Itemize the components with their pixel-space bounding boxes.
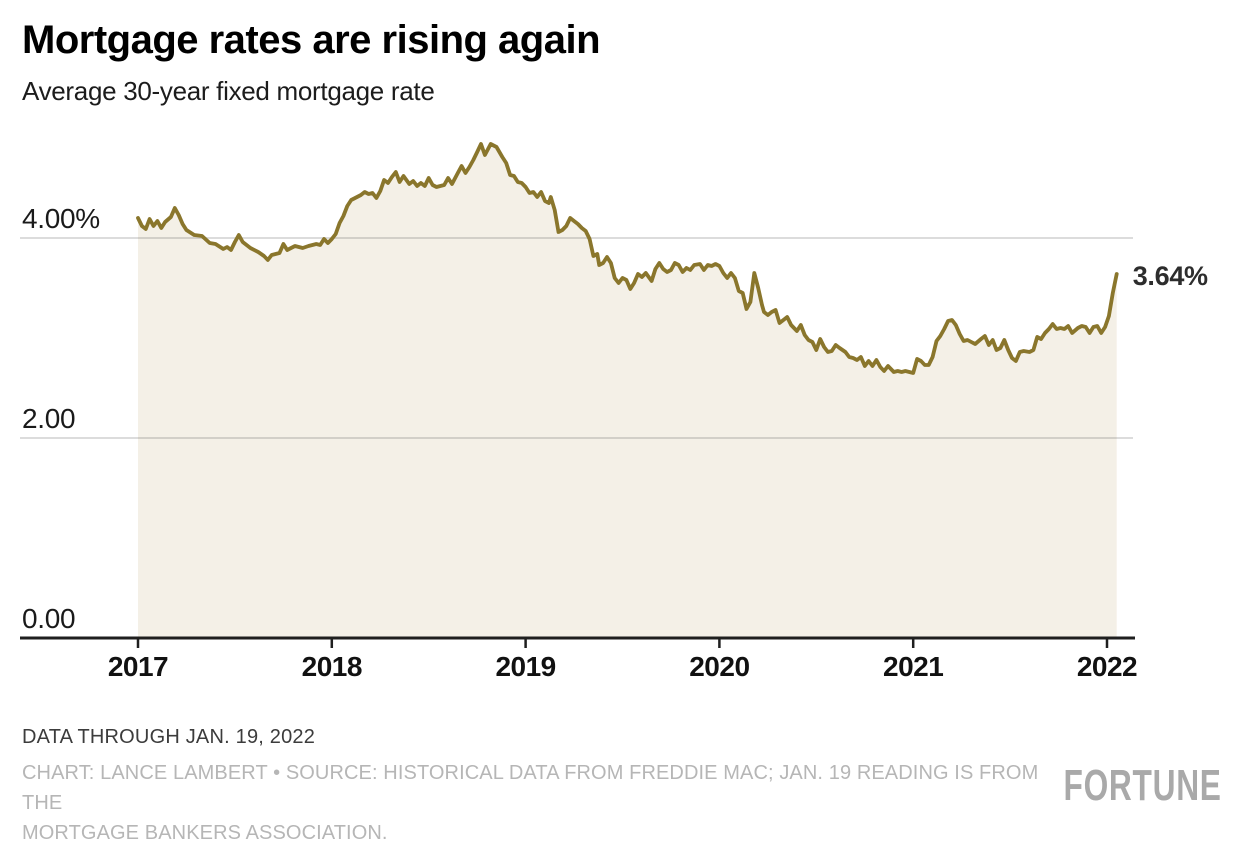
latest-value-label: 3.64% — [1132, 261, 1208, 291]
series-area-fill — [138, 144, 1117, 638]
y-tick-label-0.00: 0.00 — [22, 603, 76, 634]
source-credit: CHART: LANCE LAMBERT • SOURCE: HISTORICA… — [22, 758, 1082, 848]
source-credit-line1: CHART: LANCE LAMBERT • SOURCE: HISTORICA… — [22, 762, 1039, 814]
x-tick-label-2020: 2020 — [689, 651, 750, 682]
y-tick-label-4.00%: 4.00% — [22, 203, 100, 234]
data-through-note: DATA THROUGH JAN. 19, 2022 — [22, 726, 316, 748]
chart-subtitle: Average 30-year fixed mortgage rate — [22, 76, 435, 106]
chart-title: Mortgage rates are rising again — [22, 18, 601, 62]
x-tick-label-2018: 2018 — [301, 651, 363, 682]
rate-line — [136, 142, 1119, 375]
x-tick-label-2022: 2022 — [1076, 651, 1138, 682]
fortune-logo: FORTUNE — [1063, 761, 1222, 810]
x-tick-label-2017: 2017 — [107, 651, 169, 682]
x-tick-label-2019: 2019 — [495, 651, 556, 682]
x-tick-label-2021: 2021 — [883, 651, 944, 682]
source-credit-line2: MORTGAGE BANKERS ASSOCIATION. — [22, 822, 388, 844]
y-tick-label-2.00: 2.00 — [22, 403, 76, 434]
